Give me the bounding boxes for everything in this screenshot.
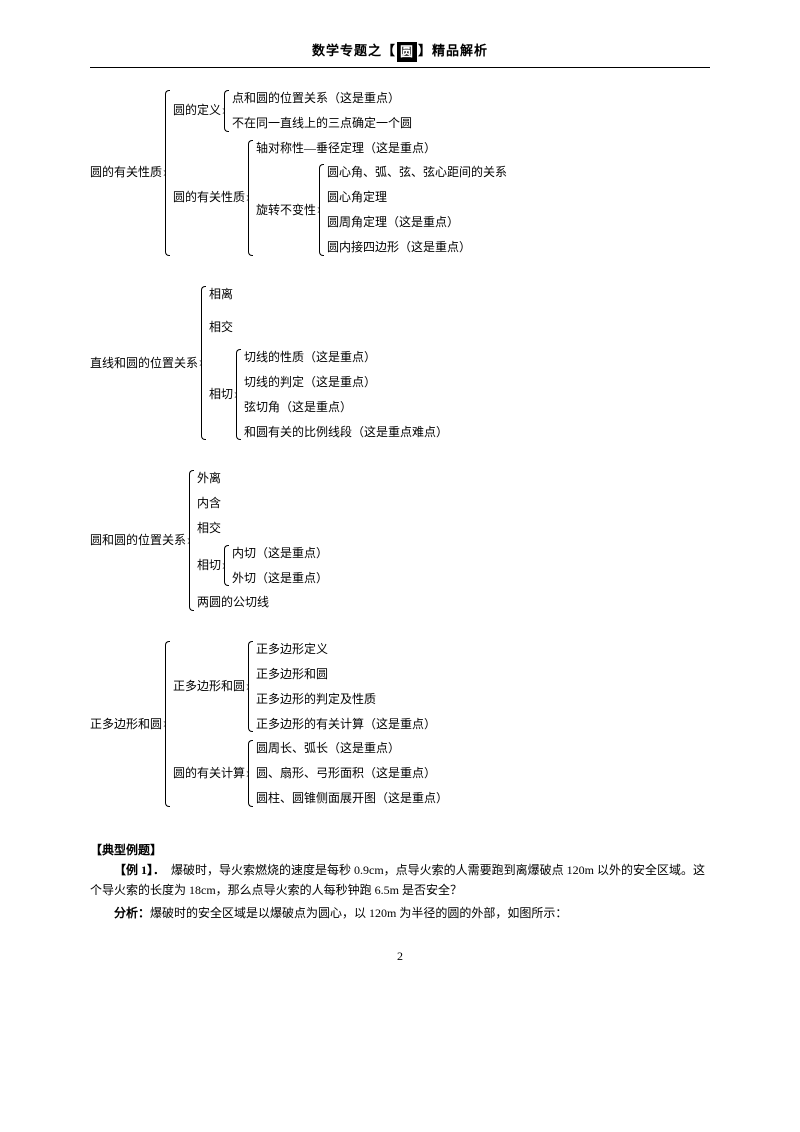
s4-a-item: 正多边形和圆 <box>256 662 436 687</box>
brace-icon <box>198 282 206 445</box>
s3-i4-item: 内切（这是重点） <box>232 541 328 566</box>
s4-b-label: 圆的有关计算 <box>173 762 245 785</box>
s3-i1: 外离 <box>197 466 328 491</box>
brace-icon <box>162 86 170 260</box>
s4-b-item: 圆、扇形、弓形面积（这是重点） <box>256 761 448 786</box>
s4-b-item: 圆周长、弧长（这是重点） <box>256 736 448 761</box>
s2-i3-item: 切线的判定（这是重点） <box>244 370 448 395</box>
s3-i3: 相交 <box>197 516 328 541</box>
brace-icon <box>221 541 229 591</box>
analysis-label: 分析： <box>114 906 150 920</box>
section-circle-circle: 圆和圆的位置关系 外离 内含 相交 相切 内切（这是重点） 外切（这是重点） <box>90 466 710 615</box>
examples-section: 【典型例题】 【例 1】． 爆破时，导火索燃烧的速度是每秒 0.9cm，点导火索… <box>90 841 710 923</box>
analysis-body: 爆破时的安全区域是以爆破点为圆心，以 120m 为半径的圆的外部，如图所示： <box>150 906 567 920</box>
brace-icon <box>245 637 253 736</box>
s2-i2: 相交 <box>209 315 448 345</box>
s2-i3-item: 弦切角（这是重点） <box>244 395 448 420</box>
s1-b-i2-item: 圆心角定理 <box>327 185 507 210</box>
s1-b-label: 圆的有关性质 <box>173 186 245 209</box>
header-rule <box>90 67 710 68</box>
brace-icon <box>316 160 324 259</box>
s3-root: 圆和圆的位置关系 <box>90 529 186 552</box>
example-1-label: 【例 1】． <box>114 863 159 877</box>
s1-b-i2-item: 圆内接四边形（这是重点） <box>327 235 507 260</box>
s1-b-i1: 轴对称性—垂径定理（这是重点） <box>256 136 507 161</box>
section-polygon-circle: 正多边形和圆 正多边形和圆 正多边形定义 正多边形和圆 正多边形的判定及性质 正… <box>90 637 710 811</box>
brace-icon <box>186 466 194 615</box>
s4-a-item: 正多边形定义 <box>256 637 436 662</box>
example-1-body: 爆破时，导火索燃烧的速度是每秒 0.9cm，点导火索的人需要跑到离爆破点 120… <box>90 863 705 897</box>
brace-icon <box>245 736 253 810</box>
s2-i3-item: 切线的性质（这是重点） <box>244 345 448 370</box>
s1-root: 圆的有关性质 <box>90 161 162 184</box>
brace-icon <box>162 637 170 811</box>
brace-icon <box>233 345 241 444</box>
s4-a-item: 正多边形的有关计算（这是重点） <box>256 712 436 737</box>
s2-i1: 相离 <box>209 282 448 316</box>
examples-heading: 【典型例题】 <box>90 841 710 858</box>
title-circle: 圆 <box>397 42 417 62</box>
page-number: 2 <box>90 949 710 964</box>
s3-i4-item: 外切（这是重点） <box>232 566 328 591</box>
title-post: 】精品解析 <box>418 43 488 58</box>
s2-i3-label: 相切 <box>209 383 233 406</box>
title-pre: 数学专题之【 <box>312 43 396 58</box>
s3-i4-label: 相切 <box>197 554 221 577</box>
s1-b-i2-item: 圆周角定理（这是重点） <box>327 210 507 235</box>
page-title: 数学专题之【圆】精品解析 <box>90 40 710 65</box>
s1-a-item: 不在同一直线上的三点确定一个圆 <box>232 111 412 136</box>
section-line-circle: 直线和圆的位置关系 相离 相交 相切 切线的性质（这是重点） 切线的判定（这是重… <box>90 282 710 445</box>
s1-a-item: 点和圆的位置关系（这是重点） <box>232 86 412 111</box>
s4-root: 正多边形和圆 <box>90 713 162 736</box>
s1-a-label: 圆的定义 <box>173 99 221 122</box>
s3-i5: 两圆的公切线 <box>197 590 328 615</box>
s1-b-i2-item: 圆心角、弧、弦、弦心距间的关系 <box>327 160 507 185</box>
s4-a-label: 正多边形和圆 <box>173 675 245 698</box>
s3-i2: 内含 <box>197 491 328 516</box>
brace-icon <box>221 86 229 136</box>
s1-b-i2-label: 旋转不变性 <box>256 199 316 222</box>
analysis-line: 分析：爆破时的安全区域是以爆破点为圆心，以 120m 为半径的圆的外部，如图所示… <box>90 903 710 923</box>
brace-icon <box>245 136 253 260</box>
section-circle-properties: 圆的有关性质 圆的定义 点和圆的位置关系（这是重点） 不在同一直线上的三点确定一… <box>90 86 710 260</box>
s2-i3-item: 和圆有关的比例线段（这是重点难点） <box>244 420 448 445</box>
s4-a-item: 正多边形的判定及性质 <box>256 687 436 712</box>
s2-root: 直线和圆的位置关系 <box>90 352 198 375</box>
s4-b-item: 圆柱、圆锥侧面展开图（这是重点） <box>256 786 448 811</box>
example-1: 【例 1】． 爆破时，导火索燃烧的速度是每秒 0.9cm，点导火索的人需要跑到离… <box>90 860 710 901</box>
